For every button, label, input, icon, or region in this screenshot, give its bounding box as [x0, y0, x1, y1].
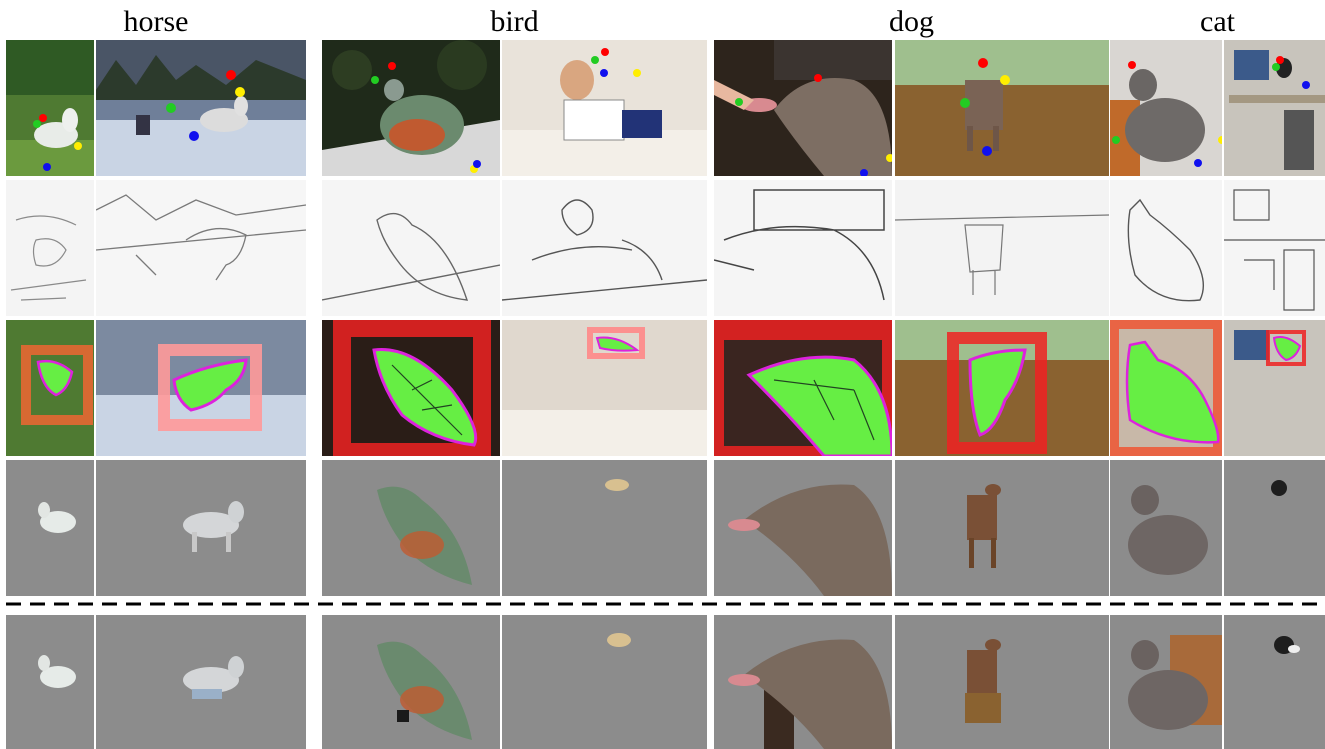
dog-segmentation-result-1	[714, 460, 892, 596]
cat-segmentation-result-1	[1110, 460, 1222, 596]
cat-segmentation-result-2	[1224, 460, 1325, 596]
dog-edge-map-1	[714, 180, 892, 316]
dog-image-1-keypoints	[714, 40, 892, 176]
keypoint-red	[39, 114, 47, 122]
bird-ground-truth-2	[502, 615, 707, 749]
cat-image-1-keypoints	[1110, 40, 1222, 176]
horse-edge-map-2	[96, 180, 306, 316]
dog-segmentation-result-2	[895, 460, 1109, 596]
column-title-dog: dog	[889, 5, 934, 38]
column-title-cat: cat	[1200, 5, 1235, 38]
cat-edge-map-1	[1110, 180, 1222, 316]
bird-segmentation-result-1	[322, 460, 500, 596]
dog-ground-truth-1	[714, 615, 892, 749]
cat-mask-overlay-2	[1224, 320, 1325, 456]
bird-segmentation-result-2	[502, 460, 707, 596]
bird-image-1-keypoints	[322, 40, 500, 176]
column-title-horse: horse	[123, 5, 189, 38]
dog-edge-map-2	[895, 180, 1109, 316]
dog-ground-truth-2	[895, 615, 1109, 749]
horse-segmentation-result-2	[96, 460, 306, 596]
bird-mask-overlay-1	[322, 320, 500, 456]
dog-mask-overlay-1	[714, 320, 892, 456]
horse-ground-truth-2	[96, 615, 306, 749]
cat-ground-truth-2	[1224, 615, 1325, 749]
bird-mask-overlay-2	[502, 320, 707, 456]
column-title-bird: bird	[490, 5, 539, 38]
cat-image-2-keypoints	[1224, 40, 1325, 176]
cat-edge-map-2	[1224, 180, 1325, 316]
horse-mask-overlay-2	[96, 320, 306, 456]
bird-ground-truth-1	[322, 615, 500, 749]
cat-mask-overlay-1	[1110, 320, 1222, 456]
dog-mask-overlay-2	[895, 320, 1109, 456]
horse-edge-map-1	[6, 180, 94, 316]
horse-image-2-keypoints	[96, 40, 306, 176]
bird-edge-map-1	[322, 180, 500, 316]
dashed-separator	[6, 602, 1324, 606]
cat-ground-truth-1	[1110, 615, 1222, 749]
horse-image-1-keypoints	[6, 40, 94, 176]
horse-mask-overlay-1	[6, 320, 94, 456]
bird-image-2-keypoints	[502, 40, 707, 176]
bird-edge-map-2	[502, 180, 707, 316]
horse-ground-truth-1	[6, 615, 94, 749]
dog-image-2-keypoints	[895, 40, 1109, 176]
horse-segmentation-result-1	[6, 460, 94, 596]
